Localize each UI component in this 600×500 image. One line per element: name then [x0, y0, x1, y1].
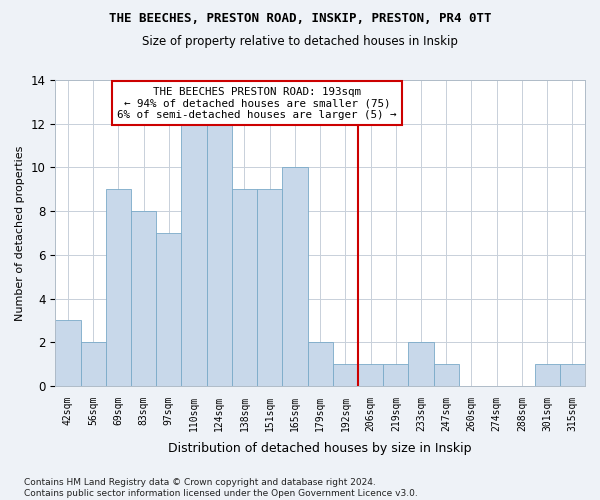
Bar [308, 342, 333, 386]
Bar [131, 211, 156, 386]
Bar [333, 364, 358, 386]
Bar [80, 342, 106, 386]
Bar [232, 190, 257, 386]
Text: THE BEECHES PRESTON ROAD: 193sqm
← 94% of detached houses are smaller (75)
6% of: THE BEECHES PRESTON ROAD: 193sqm ← 94% o… [118, 86, 397, 120]
Y-axis label: Number of detached properties: Number of detached properties [15, 146, 25, 320]
Bar [283, 168, 308, 386]
Bar [560, 364, 585, 386]
Bar [434, 364, 459, 386]
Text: Contains HM Land Registry data © Crown copyright and database right 2024.
Contai: Contains HM Land Registry data © Crown c… [24, 478, 418, 498]
Bar [156, 233, 181, 386]
Bar [55, 320, 80, 386]
Bar [106, 190, 131, 386]
Text: Size of property relative to detached houses in Inskip: Size of property relative to detached ho… [142, 35, 458, 48]
X-axis label: Distribution of detached houses by size in Inskip: Distribution of detached houses by size … [169, 442, 472, 455]
Text: THE BEECHES, PRESTON ROAD, INSKIP, PRESTON, PR4 0TT: THE BEECHES, PRESTON ROAD, INSKIP, PREST… [109, 12, 491, 26]
Bar [535, 364, 560, 386]
Bar [409, 342, 434, 386]
Bar [206, 124, 232, 386]
Bar [383, 364, 409, 386]
Bar [257, 190, 283, 386]
Bar [358, 364, 383, 386]
Bar [181, 124, 206, 386]
